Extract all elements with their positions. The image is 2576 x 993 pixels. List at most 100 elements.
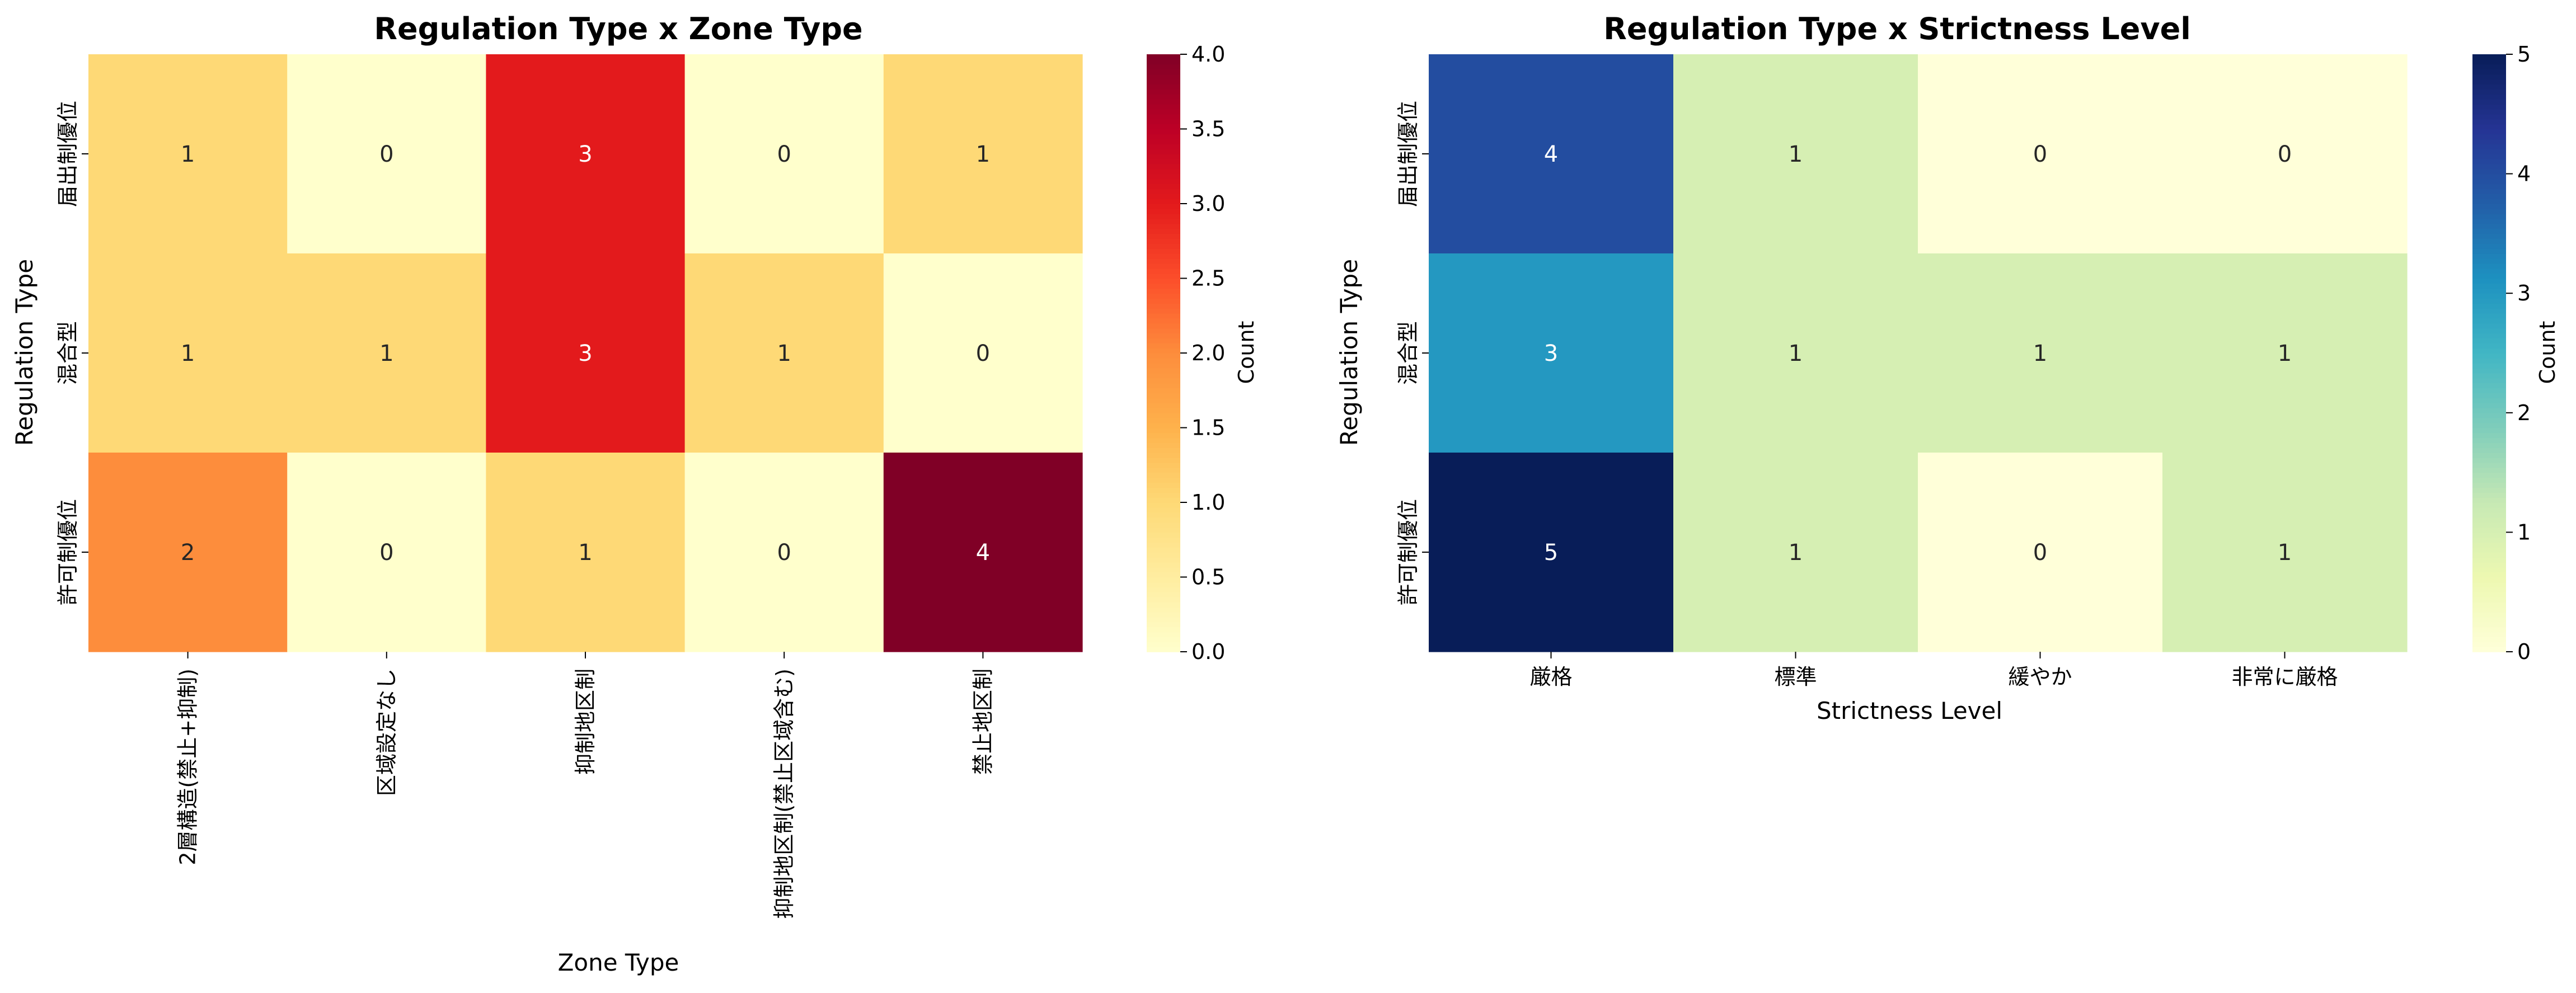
cell-value-label: 1 (976, 142, 990, 167)
colorbar-segment (1147, 567, 1180, 573)
colorbar-tick-label: 2.5 (1191, 266, 1225, 291)
cell-value-label: 0 (777, 540, 791, 566)
heatmap-cell (1429, 54, 1674, 254)
y-tick-label: 許可制優位 (1396, 499, 1420, 605)
cell-value-label: 1 (2278, 341, 2292, 366)
colorbar-segment (1147, 368, 1180, 374)
colorbar-segment (1147, 502, 1180, 508)
colorbar-segment (2472, 338, 2506, 343)
colorbar-segment (2472, 328, 2506, 334)
heatmap-cell (883, 54, 1083, 254)
colorbar-segment (2472, 443, 2506, 448)
colorbar-segment (1147, 647, 1180, 652)
colorbar-segment (2472, 183, 2506, 190)
colorbar-segment (1147, 512, 1180, 518)
colorbar-segment (2472, 562, 2506, 568)
colorbar-segment (2472, 104, 2506, 110)
colorbar-segment (1147, 194, 1180, 199)
colorbar-segment (1147, 258, 1180, 264)
colorbar-segment (1147, 522, 1180, 528)
colorbar-segment (1147, 84, 1180, 90)
cell-value-label: 1 (578, 540, 592, 566)
colorbar-segment (1147, 542, 1180, 548)
colorbar-segment (2472, 457, 2506, 463)
colorbar-segment (1147, 158, 1180, 164)
colorbar-segment (2472, 582, 2506, 588)
heatmap-cell (684, 453, 884, 652)
x-tick-labels: 2層構造(禁止+抑制) 区域設定なし 抑制地区制 抑制地区制(禁止区域含む) 禁止地区制 (176, 652, 995, 919)
cell-value-label: 0 (379, 142, 393, 167)
colorbar-segment (1147, 183, 1180, 190)
heatmap-cell (486, 253, 686, 453)
cell-value-label: 2 (181, 540, 195, 566)
cell-value-label: 3 (1544, 341, 1558, 366)
colorbar-segment (2472, 552, 2506, 558)
colorbar-segment (2472, 318, 2506, 324)
colorbar-segment (2472, 437, 2506, 443)
colorbar-segment (1147, 462, 1180, 468)
colorbar-segment (1147, 417, 1180, 423)
colorbar-segment (2472, 467, 2506, 473)
x-tick-label: 2層構造(禁止+抑制) (176, 669, 200, 865)
colorbar-segment (2472, 109, 2506, 115)
colorbar-segment (2472, 189, 2506, 194)
cell-value-label: 0 (2033, 142, 2047, 167)
colorbar-segment (2472, 373, 2506, 379)
colorbar-segment (1147, 497, 1180, 503)
colorbar-segment (2472, 178, 2506, 185)
colorbar-segment (2472, 114, 2506, 120)
y-tick-label: 混合型 (55, 321, 80, 385)
colorbar-segment (1147, 597, 1180, 603)
colorbar-segment (2472, 74, 2506, 80)
colorbar-segment (2472, 383, 2506, 389)
colorbar-segment (1147, 637, 1180, 642)
colorbar-segment (1147, 303, 1180, 309)
colorbar-segment (1147, 557, 1180, 563)
colorbar-segment (2472, 542, 2506, 548)
colorbar-segment (1147, 213, 1180, 219)
colorbar-tick-label: 5 (2517, 42, 2531, 67)
colorbar-segment (1147, 318, 1180, 324)
colorbar-segment (1147, 333, 1180, 339)
colorbar-segment (1147, 64, 1180, 70)
colorbar-segment (1147, 448, 1180, 453)
cell-value-label: 1 (2278, 540, 2292, 566)
heatmap-cell (684, 54, 884, 254)
colorbar-segment (1147, 373, 1180, 379)
cell-value-label: 0 (379, 540, 393, 566)
colorbar-segment (2472, 89, 2506, 95)
cell-value-label: 1 (181, 341, 195, 366)
colorbar-segment (2472, 602, 2506, 608)
cell-value-label: 1 (1789, 540, 1803, 566)
colorbar-segment (1147, 338, 1180, 343)
colorbar-segment (2472, 79, 2506, 85)
cell-value-label: 5 (1544, 540, 1558, 566)
colorbar-segment (1147, 602, 1180, 608)
colorbar-segment (1147, 168, 1180, 175)
colorbar-tick-label: 1.0 (1191, 490, 1225, 515)
heatmap-cell (287, 253, 486, 453)
colorbar-segment (1147, 59, 1180, 65)
colorbar-segment (2472, 119, 2506, 125)
colorbar-segment (2472, 502, 2506, 508)
colorbar-segment (1147, 238, 1180, 244)
colorbar-segment (1147, 547, 1180, 553)
colorbar-segment (2472, 228, 2506, 234)
colorbar-segment (2472, 627, 2506, 633)
colorbar-segment (2472, 303, 2506, 309)
x-tick-label: 緩やか (2008, 665, 2072, 689)
colorbar-segment (1147, 233, 1180, 239)
colorbar-segment (2472, 248, 2506, 254)
colorbar-segment (1147, 323, 1180, 329)
colorbar-segment (2472, 129, 2506, 135)
colorbar-segment (2472, 173, 2506, 180)
colorbar-segment (1147, 572, 1180, 578)
colorbar-segment (2472, 398, 2506, 403)
colorbar-segment (1147, 403, 1180, 408)
colorbar-segment (2472, 388, 2506, 393)
colorbar-segment (1147, 163, 1180, 170)
colorbar-segment (1147, 592, 1180, 597)
colorbar-tick-label: 0 (2517, 639, 2531, 664)
colorbar-segment (2472, 268, 2506, 274)
colorbar-segment (2472, 213, 2506, 219)
